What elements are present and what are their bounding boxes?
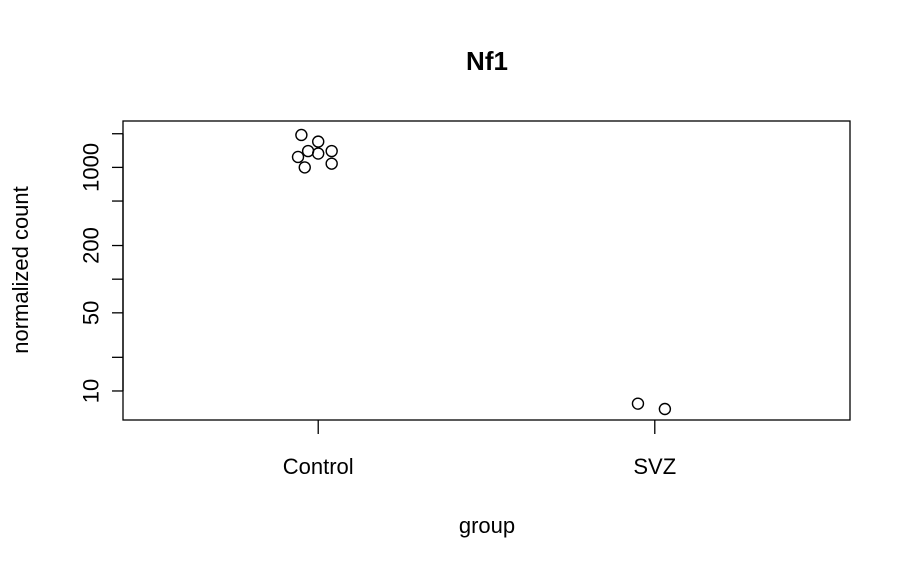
y-tick-label: 50 [79, 301, 104, 325]
y-tick-label: 1000 [79, 143, 104, 192]
data-point [631, 397, 645, 410]
x-axis-label: group [459, 513, 515, 538]
plot-frame [122, 120, 851, 421]
data-point [312, 147, 325, 160]
data-point [291, 150, 305, 164]
data-point [325, 144, 338, 158]
x-tick-label: SVZ [633, 454, 676, 479]
y-tick-label: 10 [79, 379, 104, 403]
data-point [298, 161, 311, 174]
data-point [312, 135, 325, 148]
data-point [325, 157, 338, 170]
data-point [301, 144, 315, 158]
y-tick-label: 200 [79, 227, 104, 264]
data-points [291, 128, 672, 416]
x-axis: Control SVZ [283, 420, 676, 479]
x-tick-label: Control [283, 454, 354, 479]
chart-title: Nf1 [466, 46, 508, 76]
data-point [658, 402, 672, 416]
y-axis-label: normalized count [8, 186, 33, 354]
y-axis: 1000 200 50 10 [79, 133, 124, 403]
data-point [295, 128, 308, 142]
